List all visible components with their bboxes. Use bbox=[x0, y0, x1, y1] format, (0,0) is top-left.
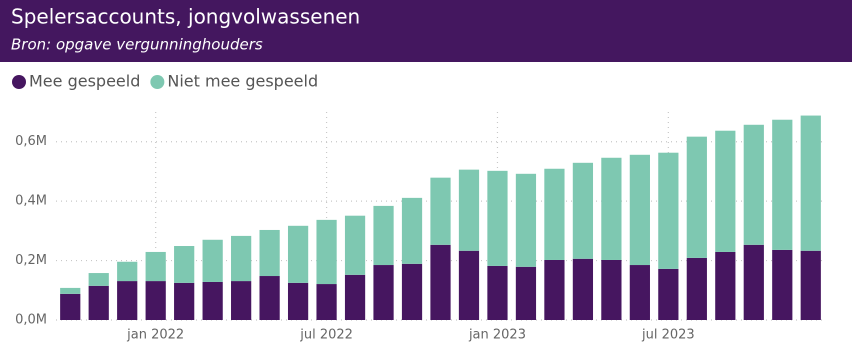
legend-swatch bbox=[12, 75, 26, 89]
bar-segment bbox=[572, 162, 594, 259]
bar-segment bbox=[373, 205, 394, 266]
bar-segment bbox=[174, 282, 195, 320]
bar-segment bbox=[145, 281, 166, 320]
bar-segment bbox=[715, 251, 736, 320]
bar-segment bbox=[344, 215, 366, 275]
bar-segment bbox=[487, 265, 508, 320]
bar-segment bbox=[658, 268, 679, 320]
bar-segment bbox=[743, 124, 764, 245]
bar-segment bbox=[231, 281, 252, 320]
bar-segment bbox=[772, 249, 793, 320]
x-tick-label: jan 2022 bbox=[126, 328, 184, 343]
x-tick-label: jul 2022 bbox=[299, 328, 353, 343]
bar-segment bbox=[686, 257, 707, 320]
bar-segment bbox=[430, 244, 451, 320]
bar-segment bbox=[515, 173, 537, 267]
bar-segment bbox=[202, 239, 223, 282]
y-tick-label: 0,4M bbox=[15, 194, 47, 209]
header bbox=[0, 0, 852, 62]
bar-segment bbox=[743, 244, 764, 320]
bar-segment bbox=[658, 152, 679, 269]
bar-segment bbox=[544, 168, 565, 260]
bar-segment bbox=[259, 276, 280, 320]
bar-segment bbox=[344, 274, 366, 320]
bar-segment bbox=[60, 287, 81, 294]
bar-segment bbox=[430, 177, 451, 245]
bar-segment bbox=[60, 293, 81, 320]
legend-label: Niet mee gespeeld bbox=[167, 72, 318, 91]
bar-segment bbox=[373, 265, 394, 320]
bar-segment bbox=[715, 130, 736, 252]
bar-segment bbox=[401, 197, 423, 264]
bar-segment bbox=[88, 285, 109, 320]
bar-segment bbox=[259, 229, 280, 277]
x-tick-label: jul 2023 bbox=[641, 328, 695, 343]
bar-segment bbox=[174, 246, 195, 283]
x-tick-label: jan 2023 bbox=[468, 328, 526, 343]
bar-segment bbox=[601, 259, 622, 320]
bar-segment bbox=[202, 281, 223, 320]
bar-segment bbox=[287, 282, 309, 320]
y-tick-label: 0,0M bbox=[15, 313, 47, 328]
bar-segment bbox=[458, 169, 480, 251]
bar-segment bbox=[686, 136, 707, 258]
bar-segment bbox=[88, 273, 109, 286]
y-tick-label: 0,2M bbox=[15, 253, 47, 268]
bar-segment bbox=[316, 219, 337, 285]
bar-segment bbox=[544, 259, 565, 320]
bar-segment bbox=[772, 119, 793, 250]
bar-segment bbox=[287, 225, 309, 283]
legend-label: Mee gespeeld bbox=[29, 72, 140, 91]
bar-segment bbox=[316, 284, 337, 320]
bar-segment bbox=[487, 170, 508, 266]
chart-subtitle: Bron: opgave vergunninghouders bbox=[11, 36, 263, 54]
bar-segment bbox=[117, 261, 138, 282]
bar-segment bbox=[629, 265, 650, 320]
bar-segment bbox=[401, 263, 423, 320]
bar-segment bbox=[800, 115, 821, 251]
legend: Mee gespeeld Niet mee gespeeld bbox=[12, 72, 318, 91]
bar-segment bbox=[231, 235, 252, 282]
bar-segment bbox=[572, 258, 594, 320]
bar-segment bbox=[117, 281, 138, 320]
bar-segment bbox=[629, 154, 650, 266]
chart-title: Spelersaccounts, jongvolwassenen bbox=[11, 5, 360, 29]
bar-segment bbox=[145, 251, 166, 282]
bar-segment bbox=[800, 250, 821, 320]
bar-segment bbox=[515, 266, 537, 320]
legend-swatch bbox=[150, 75, 165, 89]
bar-segment bbox=[601, 157, 622, 260]
y-tick-label: 0,6M bbox=[15, 134, 47, 149]
bar-segment bbox=[458, 250, 480, 320]
